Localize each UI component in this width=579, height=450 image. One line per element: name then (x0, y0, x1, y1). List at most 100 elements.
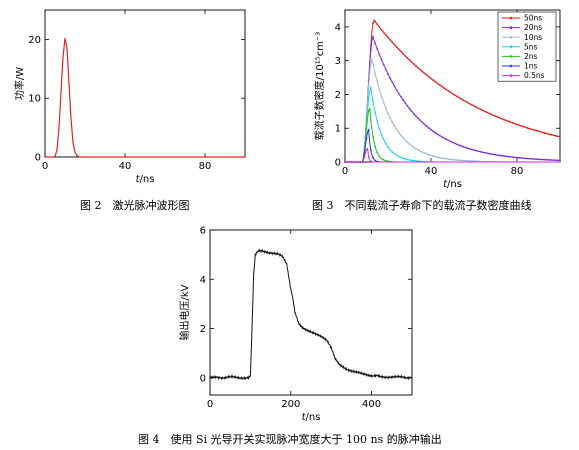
data-point-50ns (481, 109, 484, 112)
x-tick-label: 400 (362, 399, 381, 410)
data-point-0.5ns (346, 161, 349, 163)
y-tick-label: 0 (335, 158, 341, 169)
data-point-20ns (537, 158, 540, 161)
x-tick-label: 40 (425, 166, 438, 177)
data-point-2ns (378, 155, 381, 158)
data-point-0.5ns (357, 161, 359, 163)
data-point-50ns (505, 119, 508, 122)
data-point-20ns (393, 85, 396, 88)
data-point-50ns (537, 130, 540, 133)
data-point-50ns (404, 54, 407, 57)
data-point-50ns (419, 68, 422, 71)
data-point-10ns (408, 143, 411, 146)
legend-label-2ns: 2ns (524, 52, 538, 61)
data-point-20ns (516, 156, 518, 159)
data-point-20ns (400, 95, 402, 98)
data-point-20ns (529, 157, 531, 160)
data-point-20ns (438, 134, 441, 137)
data-point-50ns (541, 131, 544, 134)
x-tick-label: 80 (199, 161, 212, 172)
data-point-2ns (376, 151, 379, 154)
data-point-5ns (378, 127, 381, 130)
data-point-5ns (384, 142, 387, 145)
data-point-10ns (447, 158, 450, 160)
data-point-20ns (460, 145, 462, 147)
data-point-10ns (380, 95, 383, 98)
data-point-50ns (492, 114, 495, 117)
data-point-50ns (425, 74, 428, 76)
data-point-5ns (369, 86, 372, 89)
data-point-50ns (406, 57, 409, 59)
data-point-50ns (556, 135, 559, 138)
data-point-50ns (524, 126, 527, 129)
data-point-50ns (464, 100, 467, 103)
data-point-20ns (468, 147, 471, 150)
data-point-50ns (443, 87, 445, 89)
data-point-50ns (432, 79, 435, 82)
legend-marker-50ns (509, 16, 513, 20)
data-point-50ns (518, 124, 521, 127)
chart-carrier-density-curves: 0 40 80 0 1 2 3 4 t/ns 载流子数密度/10¹⁵cm⁻³ 50ns20ns10n… (313, 9, 561, 190)
data-point-50ns (533, 129, 536, 131)
data-point-50ns (440, 85, 443, 88)
y-tick-label: 20 (28, 35, 41, 46)
data-point-5ns (391, 151, 394, 153)
data-point-20ns (443, 137, 445, 139)
data-point-20ns (425, 125, 428, 128)
series-line-0.5ns (345, 147, 560, 163)
data-point-1ns (372, 156, 374, 159)
data-point-20ns (449, 140, 452, 143)
data-point-50ns (436, 82, 439, 85)
data-point-50ns (513, 122, 516, 125)
data-point-20ns (498, 154, 501, 157)
legend-label-20ns: 20ns (524, 23, 542, 32)
data-point-10ns (376, 80, 379, 83)
data-point-50ns (453, 94, 456, 96)
data-point-10ns (468, 160, 471, 162)
data-point-10ns (430, 154, 432, 157)
data-point-10ns (387, 112, 389, 115)
x-axis-label: t/ns (302, 412, 321, 423)
data-point-10ns (451, 158, 454, 161)
x-tick-label: 200 (281, 399, 300, 410)
series-line-5ns (345, 87, 560, 163)
data-point-10ns (412, 146, 415, 149)
data-point-20ns (419, 119, 422, 122)
data-point-20ns (518, 156, 521, 159)
data-point-50ns (462, 99, 465, 102)
data-point-0.5ns (365, 148, 368, 151)
data-point-50ns (423, 72, 426, 75)
caption-fig3: 图 3 不同载流子寿命下的载流子数密度曲线 (312, 198, 532, 212)
data-point-10ns (427, 153, 430, 156)
data-point-0.5ns (369, 160, 372, 163)
chart-laser-pulse-waveform: 0 40 80 0 10 20 t/ns 功率/W (13, 9, 246, 185)
data-point-50ns (438, 84, 441, 86)
data-point-50ns (410, 61, 413, 63)
data-point-10ns (432, 155, 435, 157)
series-line-1ns (345, 127, 560, 163)
data-point-20ns (455, 143, 458, 146)
data-point-50ns (498, 117, 501, 119)
y-axis-label: 功率/W (13, 67, 26, 100)
legend-marker-2ns (509, 55, 513, 58)
data-point-0.5ns (344, 161, 346, 163)
data-point-5ns (382, 138, 385, 141)
data-point-10ns (378, 88, 381, 91)
data-point-20ns (382, 63, 385, 66)
data-point-50ns (402, 52, 404, 55)
data-point-50ns (376, 23, 379, 26)
data-point-10ns (440, 157, 443, 159)
legend-label-0.5ns: 0.5ns (524, 71, 545, 80)
data-point-20ns (483, 151, 486, 154)
data-point-20ns (402, 99, 404, 101)
data-point-50ns (417, 66, 419, 69)
data-point-50ns (486, 111, 488, 114)
y-tick-label: 3 (335, 56, 341, 67)
data-point-50ns (393, 43, 396, 46)
data-point-50ns (554, 134, 557, 137)
data-point-20ns (427, 127, 430, 129)
data-point-10ns (423, 152, 426, 155)
data-point-20ns (415, 115, 417, 117)
data-point-50ns (378, 26, 381, 28)
x-tick-label: 80 (511, 166, 524, 177)
